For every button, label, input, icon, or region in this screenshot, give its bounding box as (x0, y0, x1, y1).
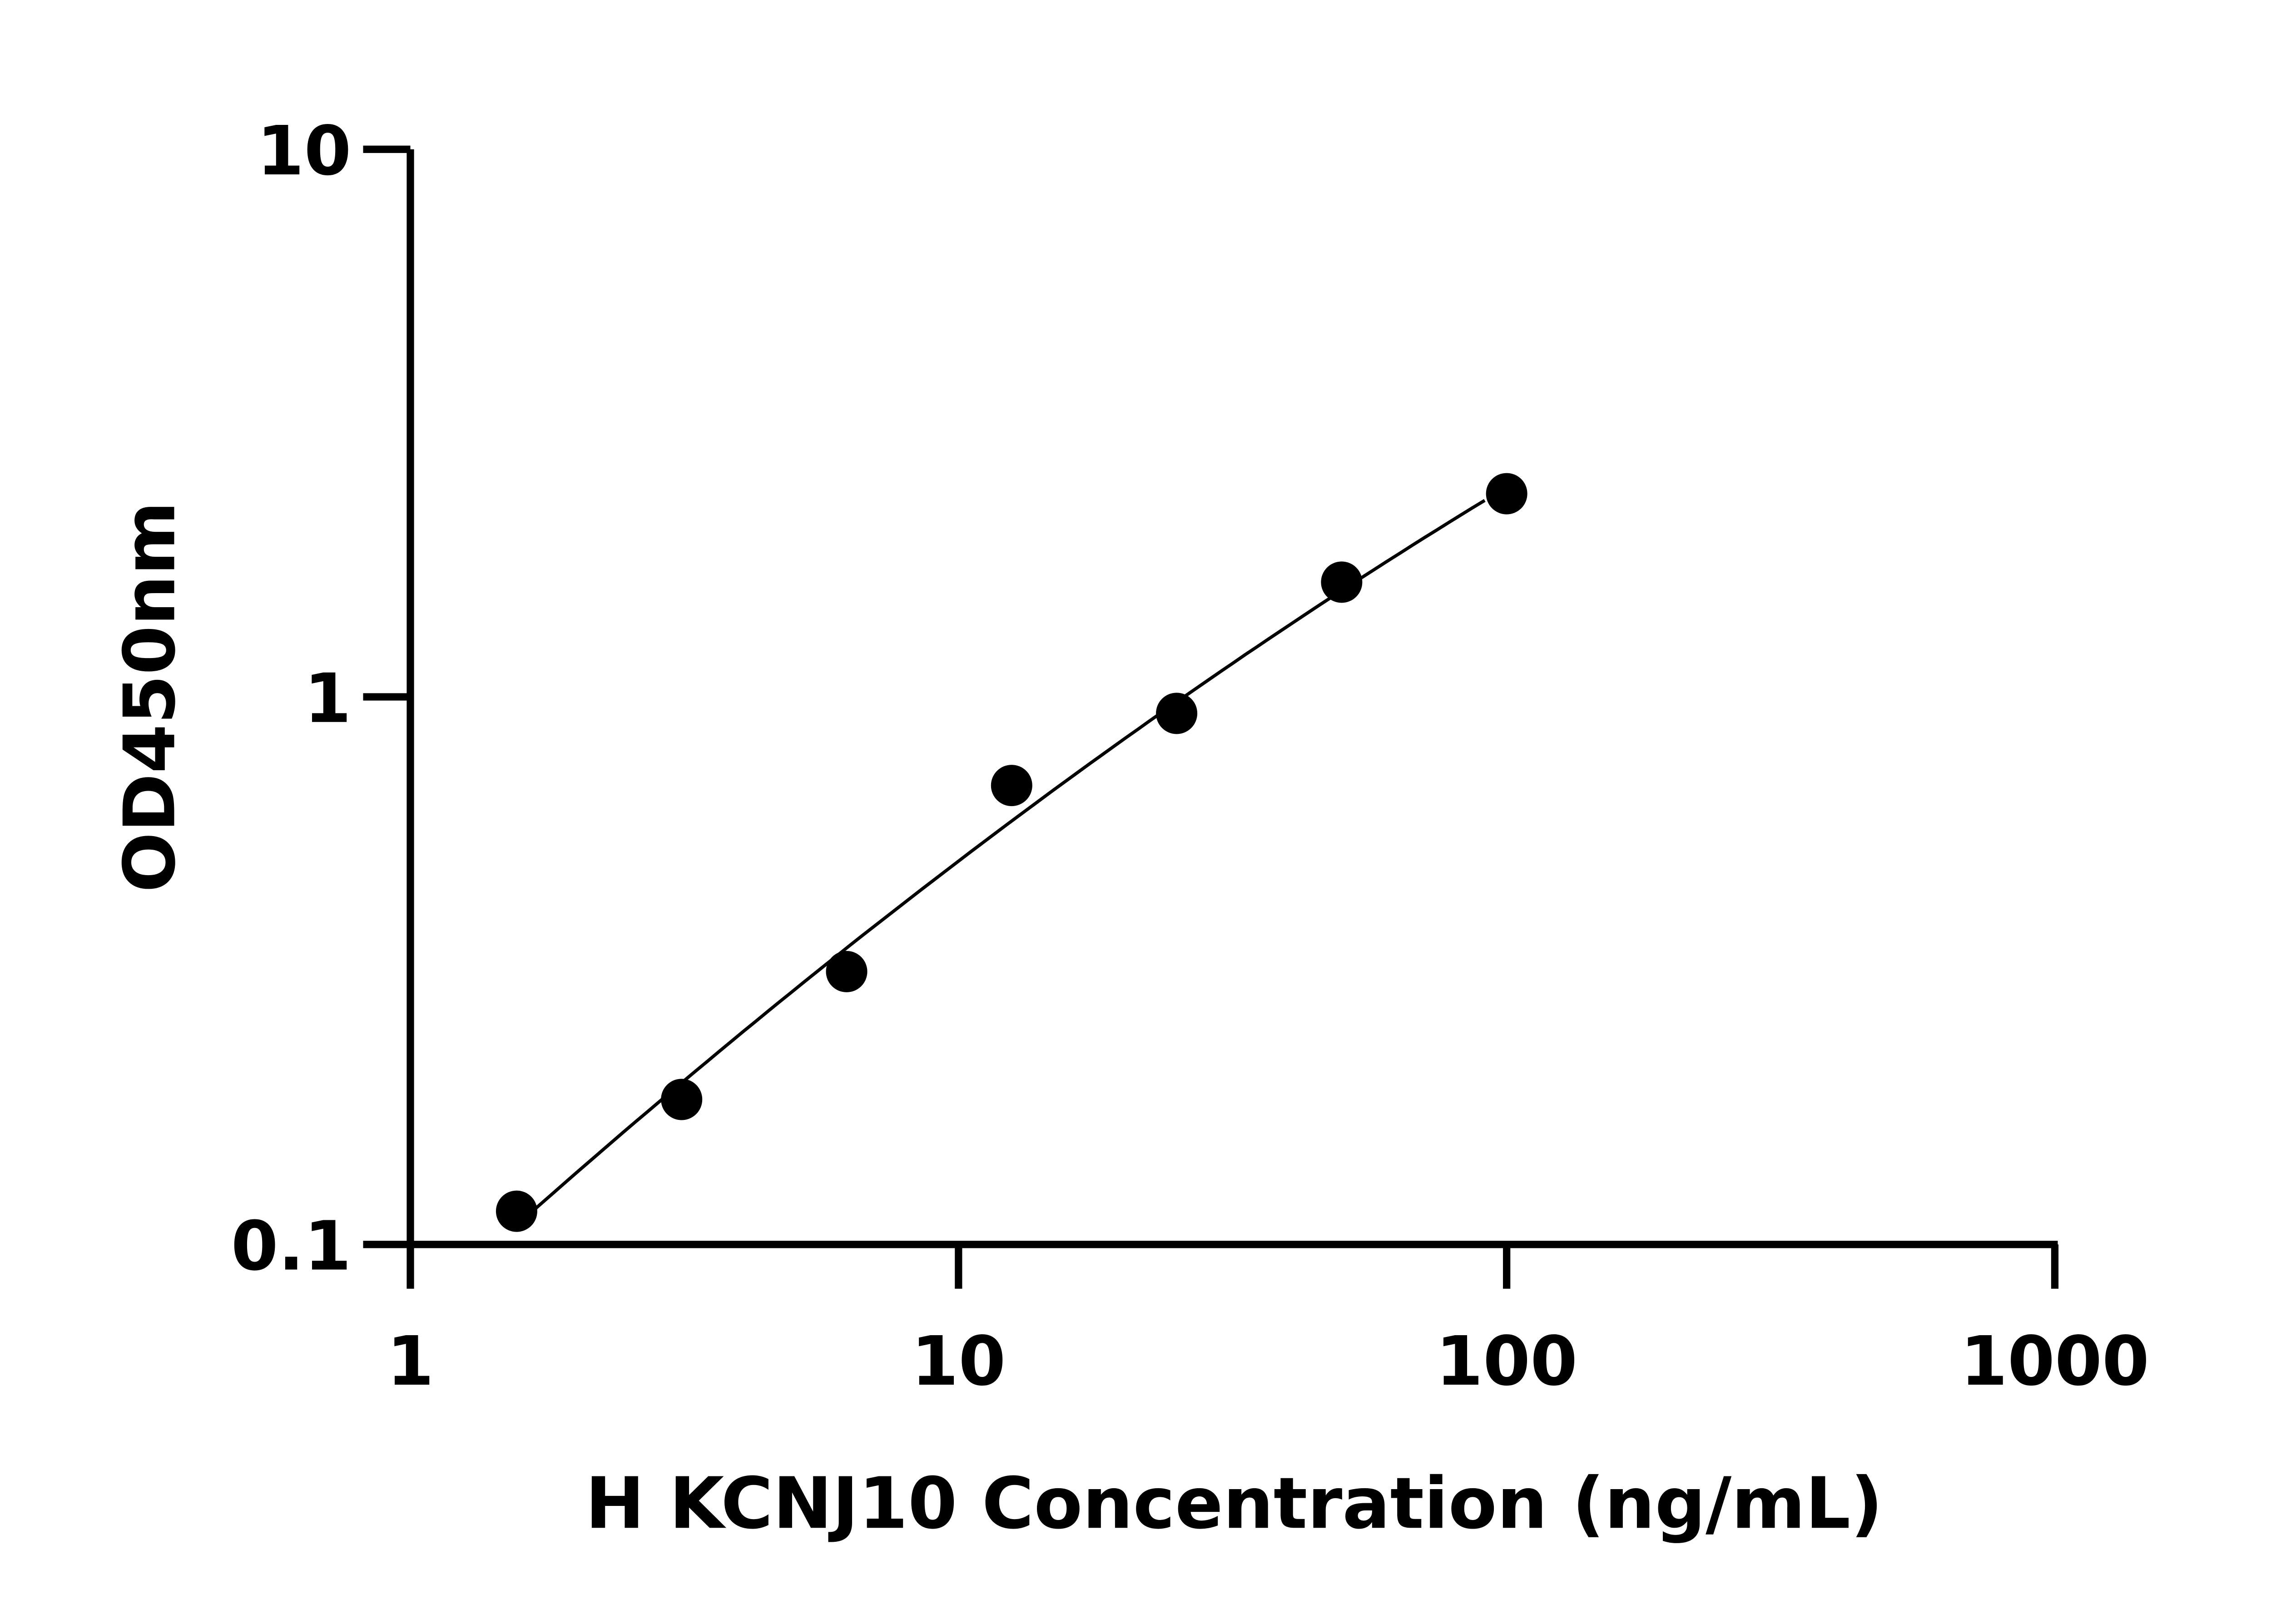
y-tick-label: 0.1 (231, 1207, 352, 1286)
y-tick-label: 10 (257, 112, 351, 191)
data-point (1486, 473, 1527, 515)
fit-curve (526, 499, 1486, 1217)
data-point (1156, 693, 1198, 734)
axes (407, 149, 2058, 1248)
x-tick-label: 1000 (1960, 1322, 2149, 1401)
y-axis-label: OD450nm (109, 501, 191, 892)
x-tick-label: 1 (387, 1322, 434, 1401)
data-points (496, 473, 1527, 1232)
data-point (1321, 561, 1363, 603)
x-tick-label: 10 (911, 1322, 1006, 1401)
ticks: 1 10 100 1000 0.1 1 10 (231, 112, 2149, 1401)
x-tick-label: 100 (1436, 1322, 1577, 1401)
data-point (826, 951, 868, 992)
data-point (661, 1079, 703, 1120)
data-point (991, 765, 1032, 807)
x-axis-label: H KCNJ10 Concentration (ng/mL) (585, 1462, 1883, 1545)
data-point (496, 1190, 537, 1232)
y-tick-label: 1 (304, 659, 351, 738)
